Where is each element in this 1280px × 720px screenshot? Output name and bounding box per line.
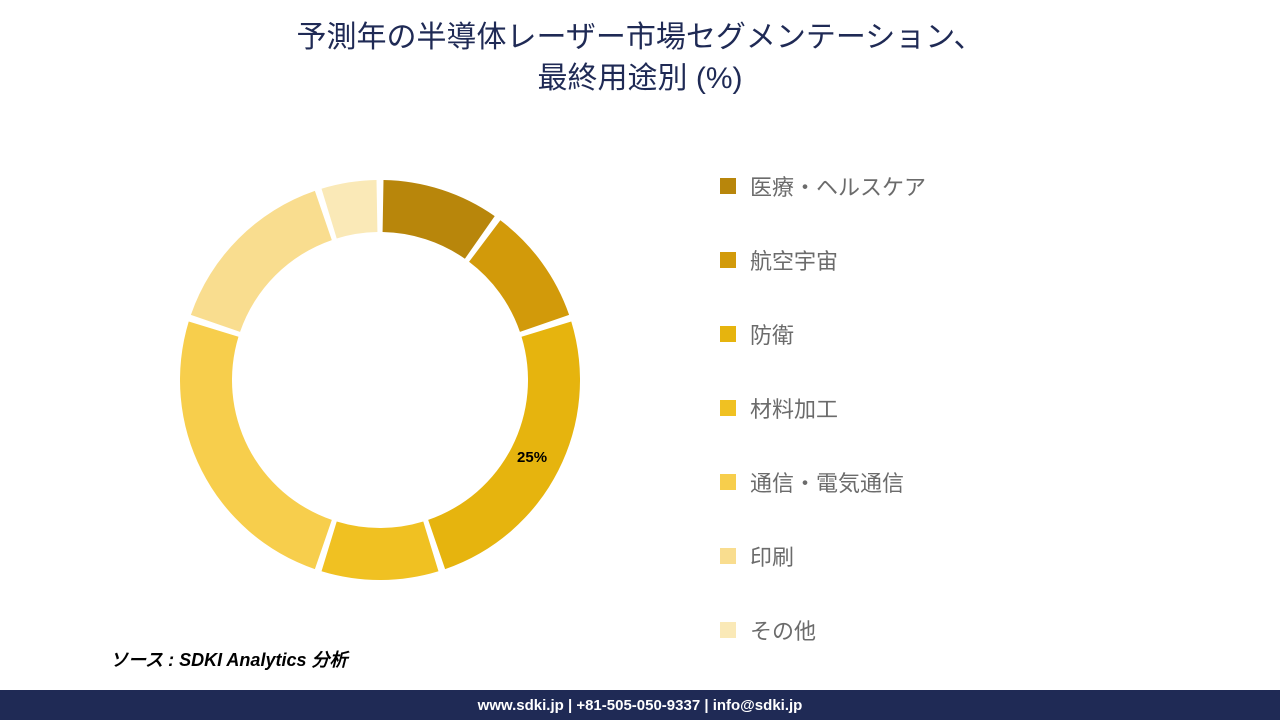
legend-label: 通信・電気通信: [750, 466, 904, 498]
donut-segment: [322, 522, 439, 580]
legend-item: その他: [720, 614, 1140, 646]
legend-item: 航空宇宙: [720, 244, 1140, 276]
donut-segment: [383, 180, 495, 259]
legend-label: 材料加工: [750, 392, 838, 424]
legend-swatch: [720, 326, 736, 342]
legend-swatch: [720, 178, 736, 194]
donut-svg: [170, 170, 590, 590]
footer-bar: www.sdki.jp | +81-505-050-9337 | info@sd…: [0, 690, 1280, 720]
title-line-1: 予測年の半導体レーザー市場セグメンテーション、: [0, 18, 1280, 59]
legend-item: 通信・電気通信: [720, 466, 1140, 498]
legend-swatch: [720, 548, 736, 564]
legend-swatch: [720, 252, 736, 268]
donut-segment: [191, 191, 332, 332]
legend-swatch: [720, 474, 736, 490]
legend-label: 防衛: [750, 318, 794, 350]
segment-data-label: 25%: [517, 449, 547, 466]
legend-label: 医療・ヘルスケア: [750, 170, 926, 202]
legend-label: 航空宇宙: [750, 244, 838, 276]
legend-label: その他: [750, 614, 816, 646]
donut-segment: [469, 220, 569, 332]
chart-legend: 医療・ヘルスケア航空宇宙防衛材料加工通信・電気通信印刷その他: [720, 170, 1140, 688]
donut-chart: 25%: [170, 170, 590, 590]
legend-item: 印刷: [720, 540, 1140, 572]
legend-swatch: [720, 400, 736, 416]
legend-item: 材料加工: [720, 392, 1140, 424]
legend-label: 印刷: [750, 540, 794, 572]
footer-text: www.sdki.jp | +81-505-050-9337 | info@sd…: [478, 697, 803, 714]
legend-item: 医療・ヘルスケア: [720, 170, 1140, 202]
chart-title: 予測年の半導体レーザー市場セグメンテーション、 最終用途別 (%): [0, 18, 1280, 99]
source-attribution: ソース : SDKI Analytics 分析: [110, 646, 347, 672]
donut-segment: [428, 322, 580, 570]
legend-swatch: [720, 622, 736, 638]
donut-segment: [180, 322, 332, 570]
legend-item: 防衛: [720, 318, 1140, 350]
title-line-2: 最終用途別 (%): [0, 59, 1280, 100]
donut-segment: [322, 180, 378, 238]
